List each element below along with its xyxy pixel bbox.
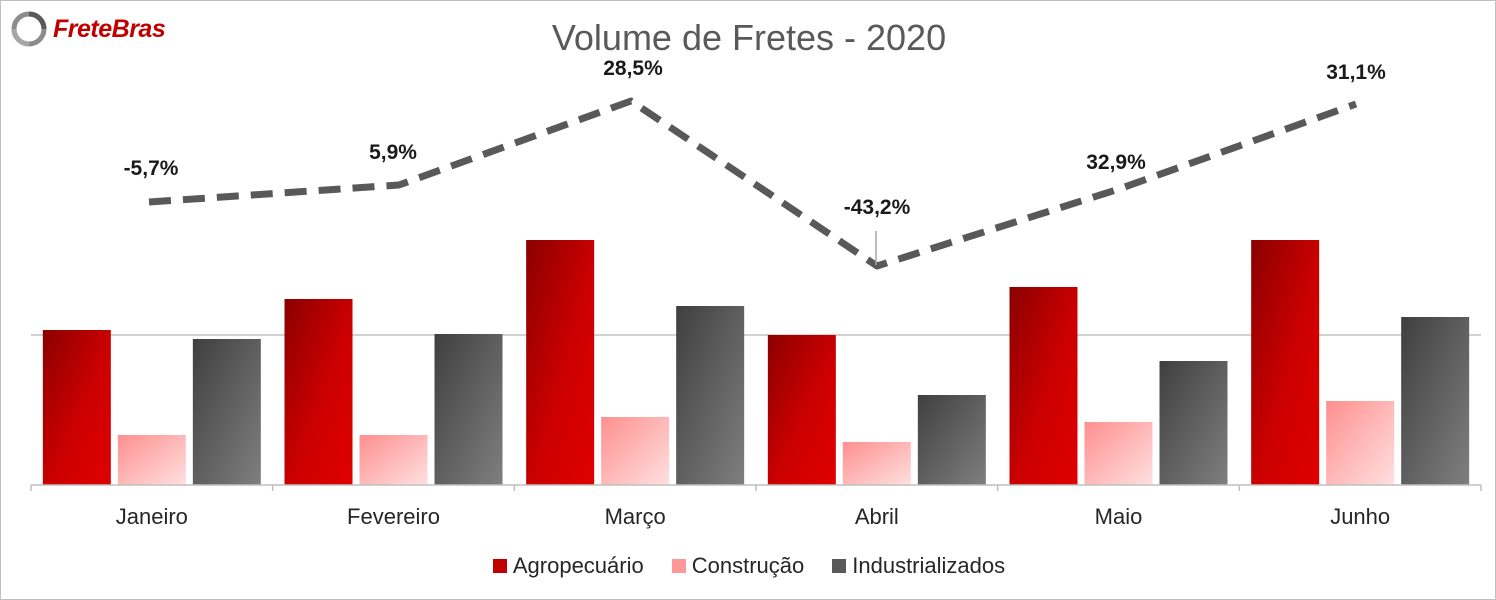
bar-industrializados-2 <box>676 306 745 485</box>
line-data-label: 28,5% <box>603 57 663 80</box>
x-tick-label: Maio <box>1095 504 1143 529</box>
bar-layer <box>42 240 1470 485</box>
legend-swatch <box>671 559 686 573</box>
bar-industrializados-0 <box>192 339 261 485</box>
x-tick-label: Abril <box>855 504 899 529</box>
line-data-label: 31,1% <box>1326 61 1386 84</box>
line-data-label: 5,9% <box>369 141 417 164</box>
logo-wordmark: FreteBras <box>53 14 166 44</box>
bar-constru-o-2 <box>601 417 670 485</box>
legend-swatch <box>492 559 507 573</box>
line-data-label: -43,2% <box>844 196 911 219</box>
bar-constru-o-4 <box>1084 422 1153 485</box>
x-tick-label: Março <box>605 504 666 529</box>
bar-constru-o-0 <box>117 435 186 485</box>
bar-agropecu-rio-0 <box>42 330 111 485</box>
bar-agropecu-rio-1 <box>284 299 353 485</box>
chart-plot: Janeiro Fevereiro Março Abril Maio Junho -5,7… <box>30 57 1482 529</box>
bar-industrializados-3 <box>917 395 986 485</box>
chart-title: Volume de Fretes - 2020 <box>551 17 947 58</box>
legend: Agropecuário Construção Industrializados <box>1 553 1496 579</box>
bar-industrializados-5 <box>1401 317 1470 485</box>
label-layer: -5,7% 5,9% 28,5% -43,2% 32,9% 31,1% <box>124 57 1386 265</box>
line-data-label: 32,9% <box>1086 151 1146 174</box>
x-tick-label: Junho <box>1330 504 1390 529</box>
legend-item: Agropecuário <box>492 553 644 579</box>
logo-word-1: Frete <box>53 14 112 43</box>
legend-item: Industrializados <box>832 553 1005 579</box>
bar-industrializados-4 <box>1159 361 1228 485</box>
axis-layer: Janeiro Fevereiro Março Abril Maio Junho <box>30 484 1482 529</box>
bar-agropecu-rio-4 <box>1009 287 1078 485</box>
x-tick-label: Fevereiro <box>347 504 440 529</box>
fretebras-logo-icon <box>11 11 47 47</box>
legend-label: Agropecuário <box>512 553 644 578</box>
legend-item: Construção <box>671 553 805 579</box>
bar-industrializados-1 <box>434 334 503 485</box>
bar-constru-o-3 <box>842 442 911 485</box>
bar-constru-o-5 <box>1326 401 1395 485</box>
line-data-label: -5,7% <box>124 157 179 180</box>
line-series <box>148 97 1358 270</box>
x-tick-label: Janeiro <box>116 504 188 529</box>
legend-label: Construção <box>691 553 805 578</box>
legend-swatch <box>832 559 847 573</box>
bar-constru-o-1 <box>359 435 428 485</box>
bar-agropecu-rio-3 <box>767 335 836 485</box>
legend-label: Industrializados <box>852 553 1006 578</box>
logo-word-2: Bras <box>111 14 166 43</box>
fretebras-logo: FreteBras <box>11 11 166 47</box>
bar-agropecu-rio-2 <box>526 240 595 485</box>
bar-agropecu-rio-5 <box>1251 240 1320 485</box>
line-series-layer <box>148 97 1358 270</box>
